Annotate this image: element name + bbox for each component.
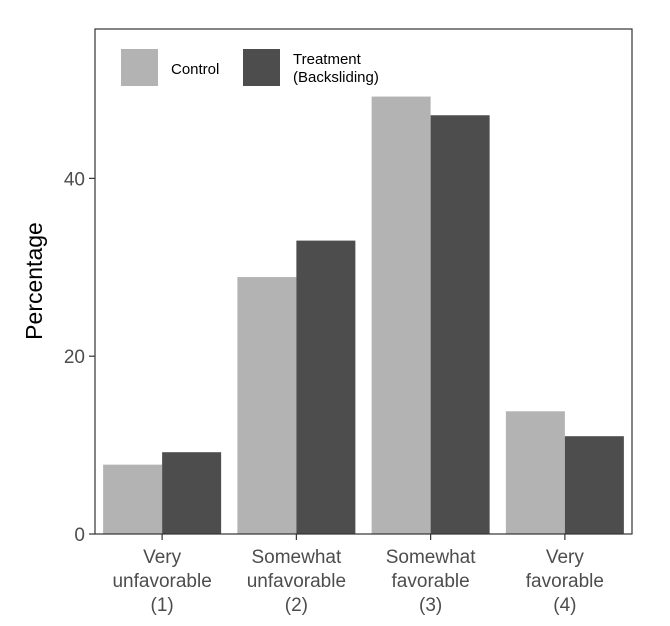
y-axis: 0 20 40 [64,169,95,546]
x-tick-label: Very unfavorable (1) [112,547,211,616]
y-tick-label: 0 [74,525,85,546]
bar-series-2-cat-1 [162,452,222,534]
y-tick-label: 20 [64,347,85,368]
x-tick-label: Very favorable (4) [526,547,604,616]
y-tick-label: 40 [64,169,85,190]
legend-label-1: Control [171,61,219,78]
x-tick-label: Somewhat favorable (3) [386,547,476,616]
bar-series-2-cat-2 [296,240,356,534]
bar-series-1-cat-4 [505,411,565,534]
bar-series-1-cat-2 [237,277,297,534]
bar-series-2-cat-3 [430,115,490,534]
legend-key-1 [121,49,158,86]
plot-panel-border [94,28,633,535]
y-axis-title: Percentage [21,222,47,340]
bars-layer [103,96,624,534]
legend-label-2: Treatment (Backsliding) [293,51,379,86]
bar-series-1-cat-3 [371,96,431,534]
legend: Control Treatment (Backsliding) [121,49,379,86]
legend-key-2 [243,49,280,86]
x-axis: Very unfavorable (1) Somewhat unfavorable (2)… [112,534,604,616]
bar-series-2-cat-4 [564,436,624,534]
bar-series-1-cat-1 [103,464,163,534]
x-tick-label: Somewhat unfavorable (2) [247,547,346,616]
